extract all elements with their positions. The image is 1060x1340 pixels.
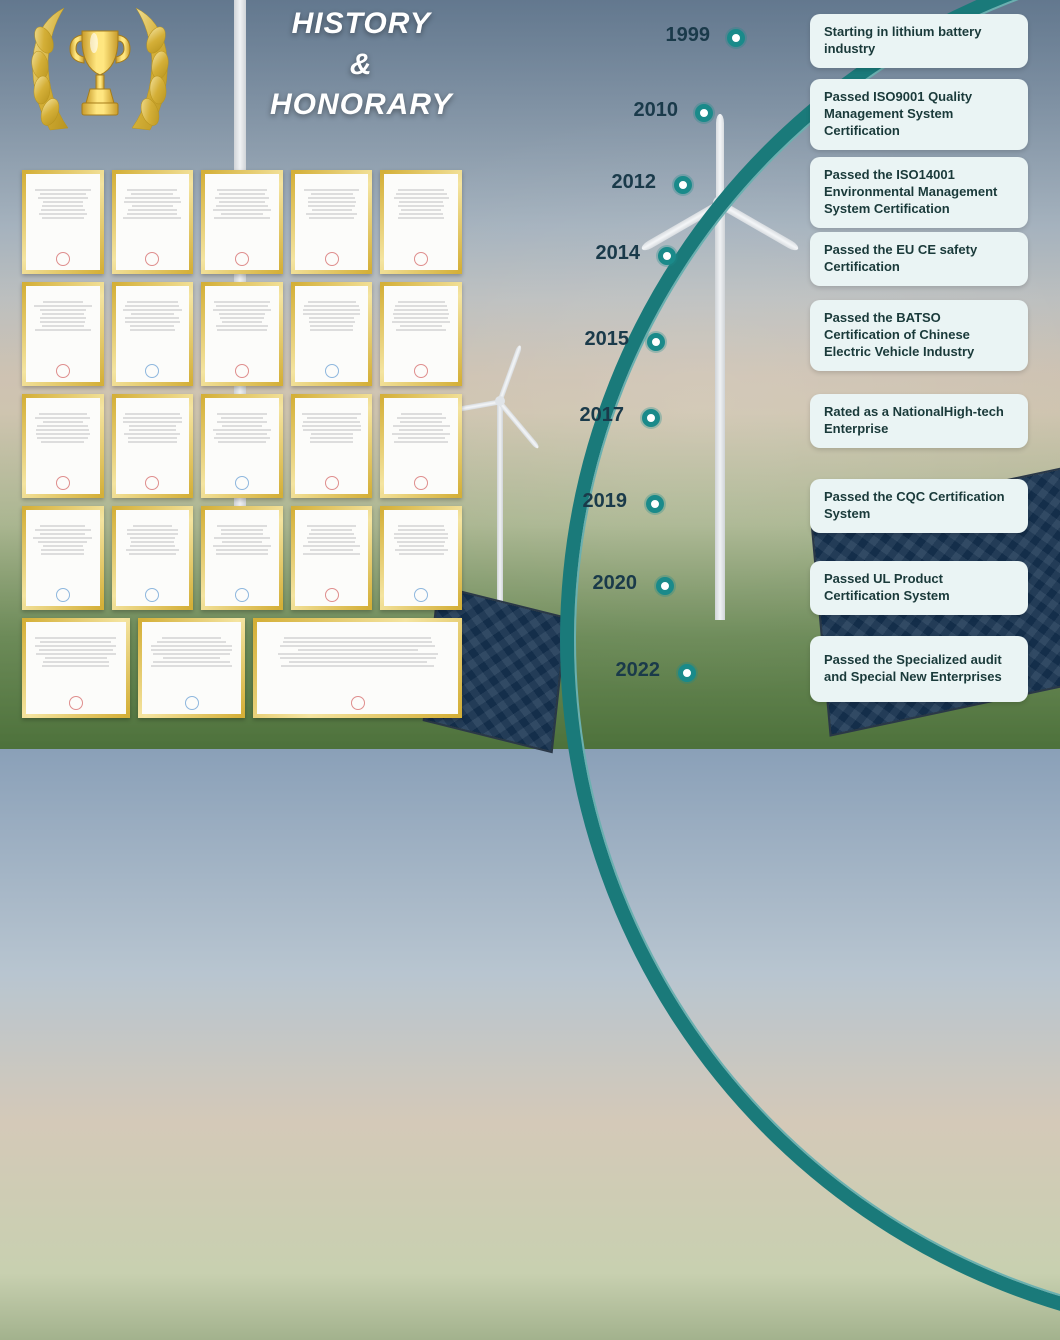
timeline-year: 2022	[600, 659, 660, 682]
certificate	[112, 506, 194, 610]
certificate	[22, 282, 104, 386]
certificate	[138, 618, 246, 718]
certificate	[201, 282, 283, 386]
certificate	[291, 170, 373, 274]
timeline-card: Passed the BATSO Certification of Chines…	[810, 300, 1028, 371]
timeline-dot	[674, 176, 692, 194]
title-line-1: HISTORY	[270, 4, 452, 45]
timeline-dot	[678, 664, 696, 682]
certificate	[112, 282, 194, 386]
timeline-card: Passed the Specialized audit and Special…	[810, 636, 1028, 702]
timeline: 1999 Starting in lithium battery industry…	[520, 0, 1060, 749]
certificate	[380, 282, 462, 386]
timeline-dot	[727, 29, 745, 47]
certificate	[253, 618, 462, 718]
timeline-card: Passed the EU CE safety Certification	[810, 232, 1028, 286]
timeline-dot	[646, 495, 664, 513]
certificate	[22, 506, 104, 610]
certificate	[112, 170, 194, 274]
timeline-card: Passed the ISO14001 Environmental Manage…	[810, 157, 1028, 228]
certificate	[380, 506, 462, 610]
timeline-year: 1999	[650, 24, 710, 47]
certificate	[201, 394, 283, 498]
timeline-dot	[656, 577, 674, 595]
timeline-year: 2019	[567, 490, 627, 513]
timeline-year: 2012	[596, 171, 656, 194]
certificate	[201, 506, 283, 610]
timeline-dot	[695, 104, 713, 122]
title-line-3: HONORARY	[270, 85, 452, 126]
title-line-2: &	[270, 45, 452, 86]
timeline-dot	[642, 409, 660, 427]
certificate	[22, 394, 104, 498]
timeline-card: Passed ISO9001 Quality Management System…	[810, 79, 1028, 150]
timeline-year: 2017	[564, 404, 624, 427]
timeline-dot	[658, 247, 676, 265]
page-title: HISTORY & HONORARY	[270, 4, 452, 126]
certificate	[380, 394, 462, 498]
timeline-card: Rated as a NationalHigh-tech Enterprise	[810, 394, 1028, 448]
timeline-card: Passed the CQC Certification System	[810, 479, 1028, 533]
certificate	[22, 618, 130, 718]
certificate	[22, 170, 104, 274]
timeline-year: 2014	[580, 242, 640, 265]
certificate	[291, 506, 373, 610]
certificate-grid	[22, 170, 462, 726]
trophy-laurel	[20, 0, 180, 150]
timeline-dot	[647, 333, 665, 351]
certificate	[112, 394, 194, 498]
timeline-year: 2020	[577, 572, 637, 595]
timeline-year: 2015	[569, 328, 629, 351]
certificate	[291, 394, 373, 498]
certificate	[291, 282, 373, 386]
timeline-card: Starting in lithium battery industry	[810, 14, 1028, 68]
timeline-card: Passed UL Product Certification System	[810, 561, 1028, 615]
timeline-year: 2010	[618, 99, 678, 122]
trophy-icon	[68, 25, 132, 119]
certificate	[201, 170, 283, 274]
certificate	[380, 170, 462, 274]
